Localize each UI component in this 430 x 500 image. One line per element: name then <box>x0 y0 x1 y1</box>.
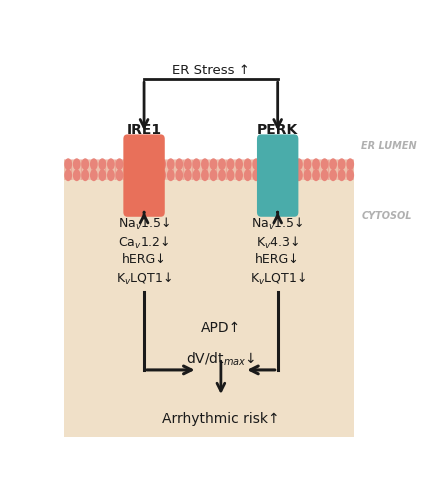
Ellipse shape <box>98 158 106 170</box>
Ellipse shape <box>107 170 114 181</box>
Ellipse shape <box>243 170 251 181</box>
Ellipse shape <box>252 170 259 181</box>
Bar <box>64 160 353 437</box>
Text: dV/dt$_{max}$↓: dV/dt$_{max}$↓ <box>186 350 255 368</box>
Ellipse shape <box>184 158 191 170</box>
Text: K$_v$LQT1↓: K$_v$LQT1↓ <box>116 272 172 287</box>
Ellipse shape <box>209 170 217 181</box>
Ellipse shape <box>64 158 72 170</box>
Text: Na$_v$1.5↓: Na$_v$1.5↓ <box>117 216 170 232</box>
Bar <box>64 159 353 180</box>
Text: CYTOSOL: CYTOSOL <box>360 212 411 222</box>
Ellipse shape <box>260 170 268 181</box>
Ellipse shape <box>98 170 106 181</box>
Ellipse shape <box>64 170 72 181</box>
Ellipse shape <box>311 170 319 181</box>
Text: Na$_v$1.5↓: Na$_v$1.5↓ <box>251 216 303 232</box>
Ellipse shape <box>192 170 200 181</box>
Ellipse shape <box>149 158 157 170</box>
Text: hERG↓: hERG↓ <box>255 253 299 266</box>
Ellipse shape <box>329 158 336 170</box>
Ellipse shape <box>200 170 208 181</box>
Ellipse shape <box>303 158 310 170</box>
Ellipse shape <box>218 158 225 170</box>
Ellipse shape <box>73 158 80 170</box>
Text: K$_v$4.3↓: K$_v$4.3↓ <box>255 234 299 250</box>
Ellipse shape <box>311 158 319 170</box>
Ellipse shape <box>226 170 234 181</box>
Ellipse shape <box>235 170 243 181</box>
Ellipse shape <box>209 158 217 170</box>
Ellipse shape <box>346 158 353 170</box>
Ellipse shape <box>175 170 183 181</box>
Ellipse shape <box>346 170 353 181</box>
Ellipse shape <box>269 158 276 170</box>
Text: PERK: PERK <box>256 123 298 137</box>
Ellipse shape <box>90 170 98 181</box>
Ellipse shape <box>192 158 200 170</box>
Ellipse shape <box>81 158 89 170</box>
Ellipse shape <box>73 170 80 181</box>
Ellipse shape <box>166 170 174 181</box>
Ellipse shape <box>226 158 234 170</box>
Ellipse shape <box>295 158 302 170</box>
Ellipse shape <box>107 158 114 170</box>
Ellipse shape <box>124 158 132 170</box>
Text: Arrhythmic risk↑: Arrhythmic risk↑ <box>162 412 279 426</box>
Ellipse shape <box>141 170 149 181</box>
Ellipse shape <box>200 158 208 170</box>
Text: ER LUMEN: ER LUMEN <box>360 142 416 152</box>
Ellipse shape <box>141 158 149 170</box>
Ellipse shape <box>81 170 89 181</box>
Ellipse shape <box>295 170 302 181</box>
Ellipse shape <box>235 158 243 170</box>
Ellipse shape <box>90 158 98 170</box>
Ellipse shape <box>329 170 336 181</box>
Text: K$_v$LQT1↓: K$_v$LQT1↓ <box>249 272 305 287</box>
Ellipse shape <box>277 158 285 170</box>
Text: ER Stress ↑: ER Stress ↑ <box>172 64 249 78</box>
Ellipse shape <box>124 170 132 181</box>
Ellipse shape <box>218 170 225 181</box>
Ellipse shape <box>320 158 328 170</box>
Ellipse shape <box>260 158 268 170</box>
Ellipse shape <box>337 170 345 181</box>
Text: Ca$_v$1.2↓: Ca$_v$1.2↓ <box>118 234 169 250</box>
Ellipse shape <box>166 158 174 170</box>
Ellipse shape <box>243 158 251 170</box>
Ellipse shape <box>158 158 166 170</box>
Ellipse shape <box>252 158 259 170</box>
Ellipse shape <box>158 170 166 181</box>
FancyBboxPatch shape <box>123 134 164 217</box>
Ellipse shape <box>184 170 191 181</box>
Ellipse shape <box>277 170 285 181</box>
Ellipse shape <box>337 158 345 170</box>
Ellipse shape <box>269 170 276 181</box>
Ellipse shape <box>115 170 123 181</box>
Ellipse shape <box>286 170 294 181</box>
Ellipse shape <box>286 158 294 170</box>
Ellipse shape <box>303 170 310 181</box>
Ellipse shape <box>149 170 157 181</box>
Ellipse shape <box>320 170 328 181</box>
Ellipse shape <box>175 158 183 170</box>
Ellipse shape <box>132 158 140 170</box>
Text: hERG↓: hERG↓ <box>121 253 166 266</box>
Ellipse shape <box>115 158 123 170</box>
Ellipse shape <box>132 170 140 181</box>
Text: APD↑: APD↑ <box>200 322 240 336</box>
FancyBboxPatch shape <box>256 134 298 217</box>
Text: IRE1: IRE1 <box>126 123 161 137</box>
